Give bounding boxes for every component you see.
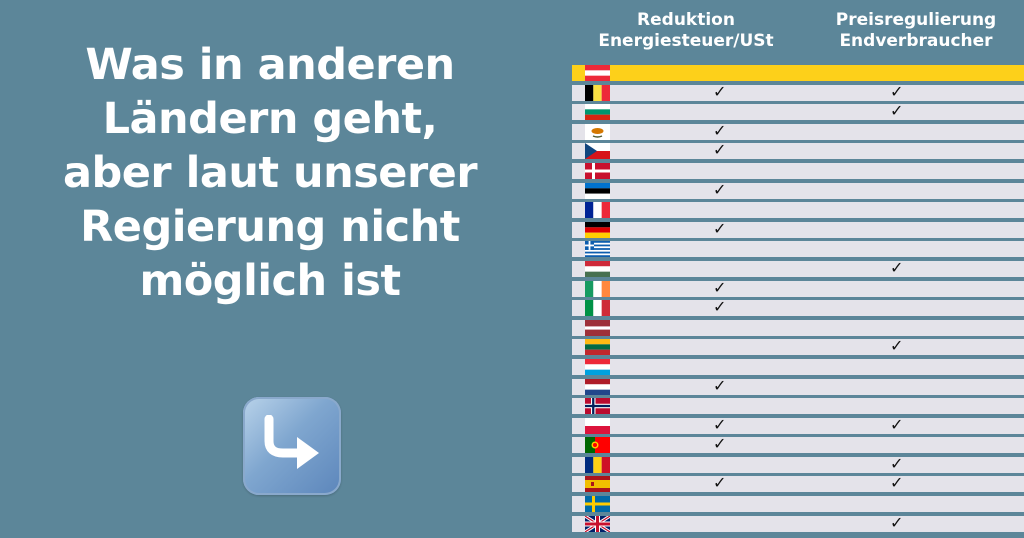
- table-row: ✓: [572, 179, 1024, 199]
- flag-denmark-icon: [585, 162, 610, 179]
- table-row: ✓: [572, 277, 1024, 297]
- table-row: [572, 358, 1024, 375]
- column-header-energy-tax-line-1: Reduktion: [637, 10, 735, 30]
- table-row: [572, 319, 1024, 336]
- table-row: [572, 241, 1024, 258]
- column-header-price-regulation-line-1: Preisregulierung: [835, 10, 997, 30]
- flag-romania-icon: [585, 456, 610, 473]
- flag-estonia-icon: [585, 182, 610, 199]
- flag-luxembourg-icon: [585, 358, 610, 375]
- table-row: ✓: [572, 375, 1024, 395]
- checkmark-icon: ✓: [713, 277, 727, 297]
- flag-ireland-icon: [585, 280, 610, 297]
- table-row: [572, 65, 1024, 81]
- table-row: [572, 398, 1024, 415]
- flag-poland-icon: [585, 417, 610, 434]
- headline-line-5: möglich ist: [139, 256, 401, 306]
- table-row: ✓: [572, 434, 1024, 454]
- checkmark-icon: ✓: [713, 179, 727, 199]
- arrow-glyph: [264, 415, 319, 469]
- country-table: ✓ ✓ ✓ ✓ ✓ ✓ ✓ ✓ ✓ ✓ ✓ ✓ ✓ ✓ ✓ ✓ ✓ ✓ ✓: [572, 65, 1024, 535]
- table-row: [572, 162, 1024, 179]
- flag-germany-icon: [585, 221, 610, 238]
- headline-line-4: Regierung nicht: [80, 202, 460, 252]
- table-row: ✓: [572, 512, 1024, 532]
- flag-netherlands-icon: [585, 378, 610, 395]
- checkmark-icon: ✓: [890, 512, 904, 532]
- checkmark-icon: ✓: [713, 414, 727, 434]
- checkmark-icon: ✓: [890, 473, 904, 493]
- checkmark-icon: ✓: [713, 140, 727, 160]
- flag-france-icon: [585, 202, 610, 219]
- table-row: ✓: [572, 257, 1024, 277]
- table-row: [572, 496, 1024, 513]
- column-header-price-regulation-line-2: Endverbraucher: [839, 31, 993, 51]
- flag-hungary-icon: [585, 260, 610, 277]
- flag-greece-icon: [585, 241, 610, 258]
- table-row: ✓ ✓: [572, 473, 1024, 493]
- flag-sweden-icon: [585, 496, 610, 513]
- table-row: ✓ ✓: [572, 81, 1024, 101]
- checkmark-icon: ✓: [890, 336, 904, 356]
- flag-spain-icon: [585, 476, 610, 493]
- table-row: ✓: [572, 453, 1024, 473]
- column-header-energy-tax-line-2: Energiesteuer/USt: [598, 31, 774, 51]
- checkmark-icon: ✓: [713, 297, 727, 317]
- column-header-price-regulation: Preisregulierung Endverbraucher: [810, 10, 1022, 52]
- flag-belgium-icon: [585, 84, 610, 101]
- checkmark-icon: ✓: [890, 414, 904, 434]
- table-row: ✓: [572, 140, 1024, 160]
- flag-italy-icon: [585, 300, 610, 317]
- table-row: ✓: [572, 101, 1024, 121]
- headline: Was in anderen Ländern geht, aber laut u…: [0, 38, 540, 308]
- checkmark-icon: ✓: [890, 453, 904, 473]
- flag-latvia-icon: [585, 319, 610, 336]
- checkmark-icon: ✓: [713, 120, 727, 140]
- checkmark-icon: ✓: [890, 257, 904, 277]
- checkmark-icon: ✓: [713, 218, 727, 238]
- table-row: ✓: [572, 336, 1024, 356]
- flag-czech-republic-icon: [585, 143, 610, 160]
- checkmark-icon: ✓: [713, 81, 727, 101]
- column-header-energy-tax: Reduktion Energiesteuer/USt: [580, 10, 792, 52]
- table-row: ✓: [572, 218, 1024, 238]
- table-row: ✓ ✓: [572, 414, 1024, 434]
- checkmark-icon: ✓: [713, 473, 727, 493]
- flag-bulgaria-icon: [585, 104, 610, 121]
- headline-line-1: Was in anderen: [85, 40, 455, 90]
- flag-united-kingdom-icon: [585, 515, 610, 532]
- table-row: ✓: [572, 297, 1024, 317]
- flag-cyprus-icon: [585, 123, 610, 140]
- checkmark-icon: ✓: [890, 81, 904, 101]
- flag-lithuania-icon: [585, 339, 610, 356]
- headline-line-3: aber laut unserer: [62, 148, 478, 198]
- flag-austria-icon: [585, 65, 610, 81]
- checkmark-icon: ✓: [713, 434, 727, 454]
- table-row: ✓: [572, 120, 1024, 140]
- checkmark-icon: ✓: [713, 375, 727, 395]
- headline-line-2: Ländern geht,: [102, 94, 438, 144]
- flag-portugal-icon: [585, 437, 610, 454]
- flag-norway-icon: [585, 398, 610, 415]
- curved-right-arrow-icon[interactable]: [243, 397, 341, 495]
- table-row: [572, 202, 1024, 219]
- checkmark-icon: ✓: [890, 101, 904, 121]
